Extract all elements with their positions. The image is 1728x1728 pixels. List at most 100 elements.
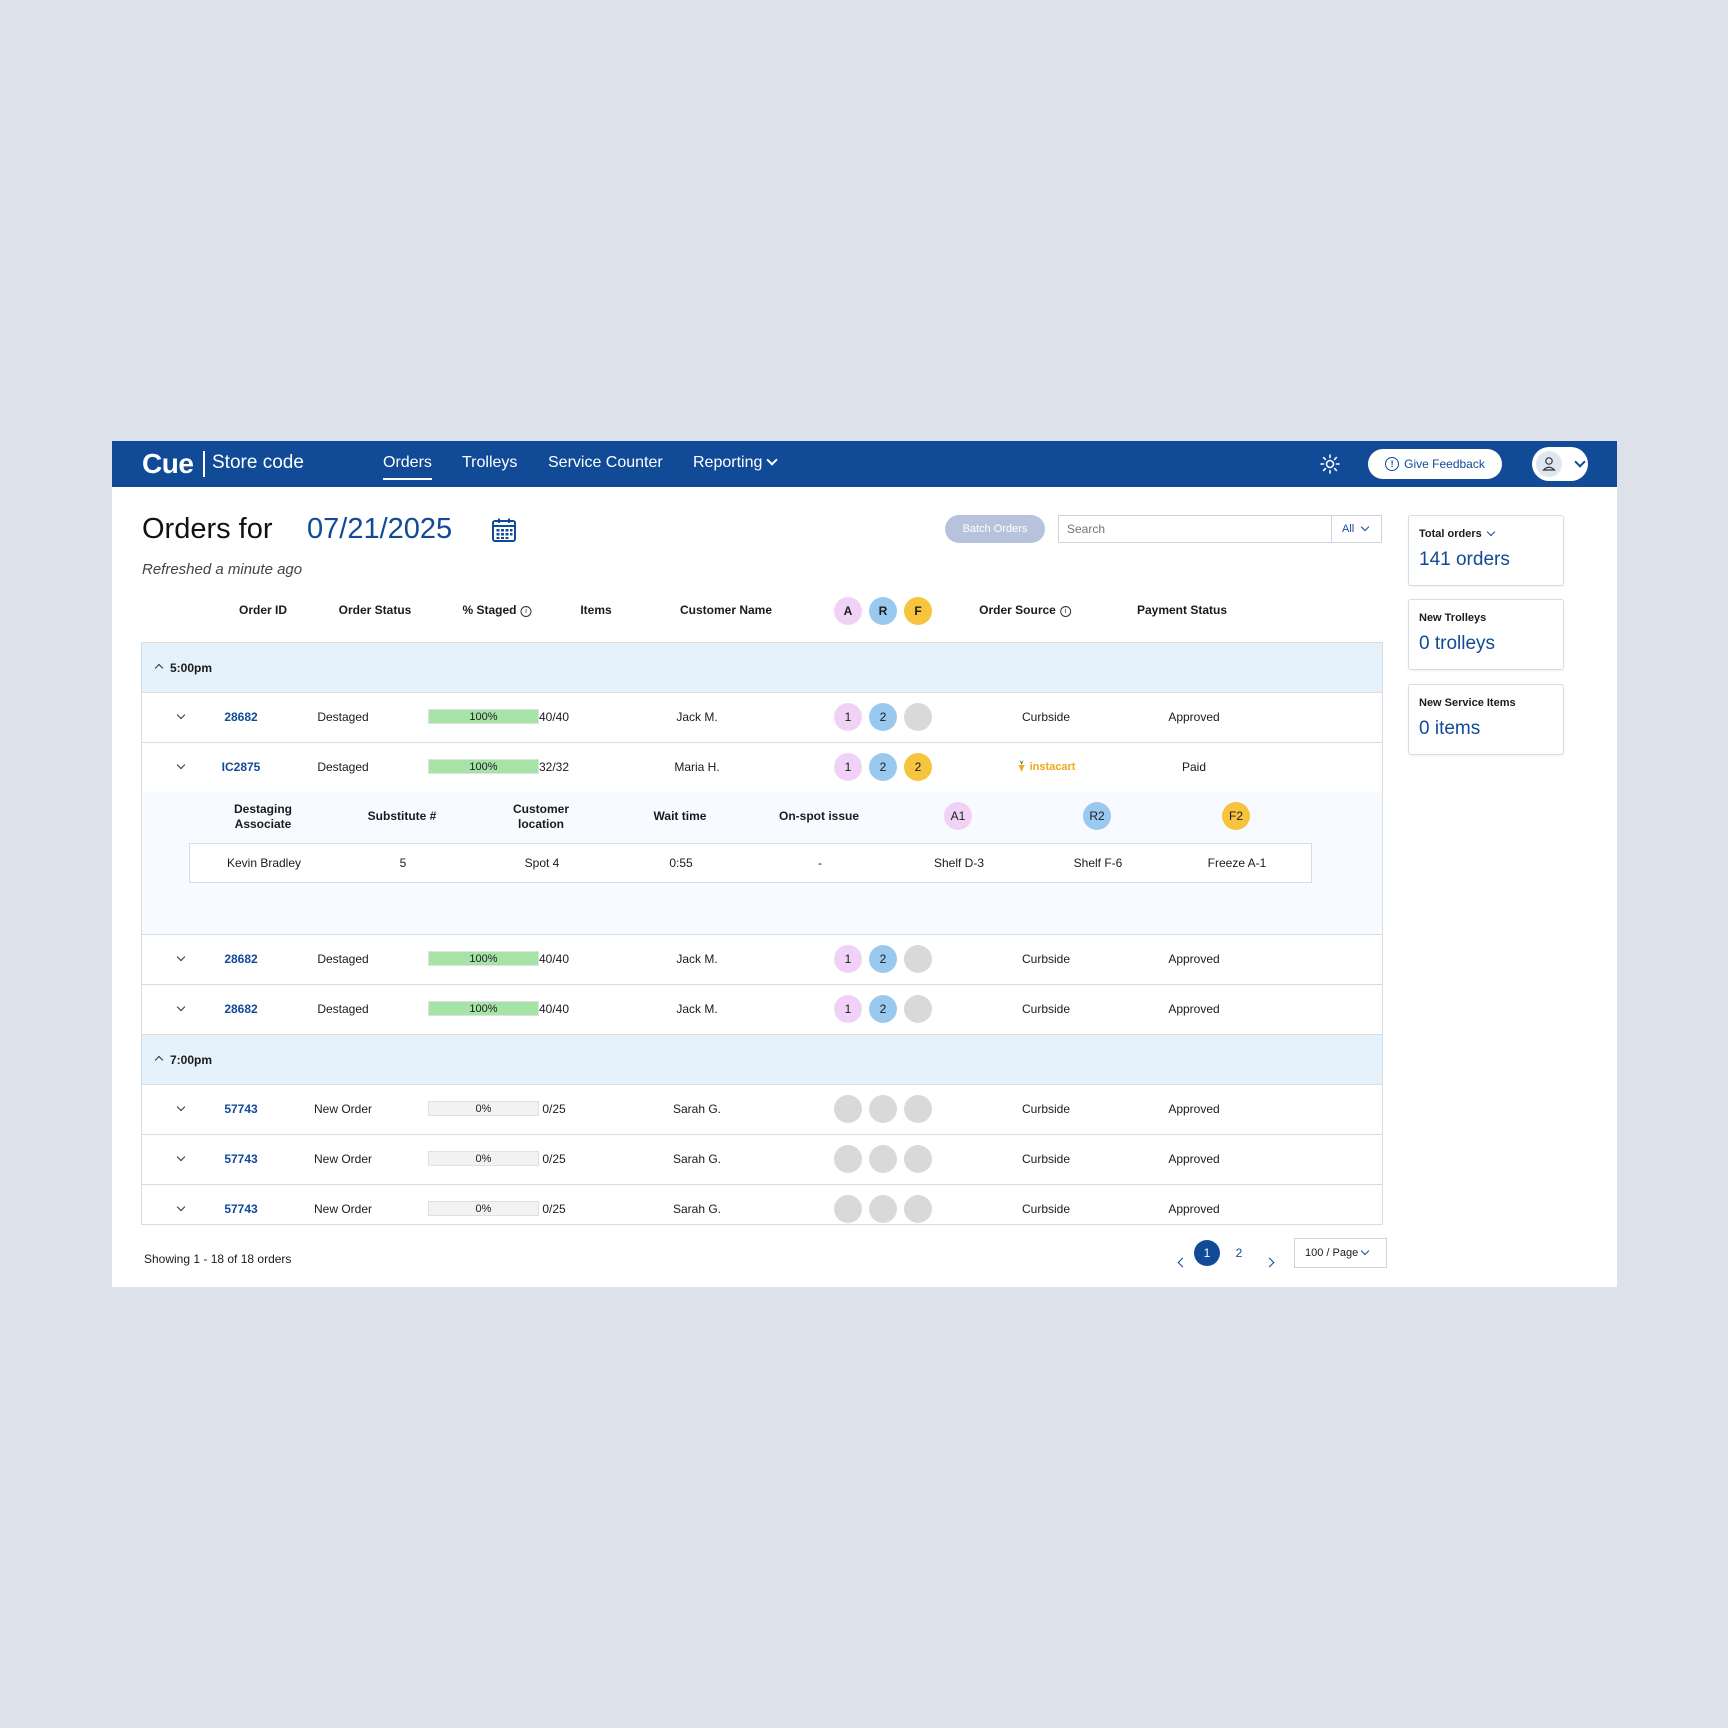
temp-frozen-header: F: [904, 597, 932, 625]
chevron-down-icon: [1486, 527, 1496, 537]
user-menu-button[interactable]: [1532, 447, 1588, 481]
page-size-value: 100 / Page: [1305, 1247, 1359, 1259]
table-row[interactable]: 28682 Destaged 100% 40/40 Jack M. 1 2 Curbside A…: [142, 985, 1382, 1035]
temp-frozen-bag-count: [904, 703, 932, 731]
new-trolleys-value: 0 trolleys: [1419, 633, 1496, 654]
payment-status: Approved: [1168, 952, 1220, 966]
staged-progress-fill: [429, 952, 538, 965]
total-orders-label[interactable]: Total orders: [1419, 527, 1496, 540]
order-id-link[interactable]: 28682: [224, 1002, 258, 1016]
total-orders-value: 141 orders: [1419, 549, 1510, 570]
order-id-link[interactable]: 57743: [224, 1102, 258, 1116]
col-order-status[interactable]: Order Status: [338, 603, 412, 617]
sun-icon[interactable]: [1320, 454, 1340, 474]
items-count: 40/40: [538, 1002, 570, 1016]
items-count: 0/25: [542, 1152, 566, 1166]
order-source: Curbside: [1021, 1152, 1071, 1166]
order-source: Curbside: [1021, 1102, 1071, 1116]
page-1-button[interactable]: 1: [1194, 1240, 1220, 1266]
col-staged[interactable]: % Staged i: [462, 603, 532, 617]
new-trolleys-card[interactable]: New Trolleys 0 trolleys: [1408, 599, 1564, 670]
new-service-items-card[interactable]: New Service Items 0 items: [1408, 684, 1564, 755]
payment-status: Approved: [1168, 1152, 1220, 1166]
col-items[interactable]: Items: [580, 603, 612, 617]
chevron-down-icon[interactable]: [176, 1002, 186, 1012]
order-id-link[interactable]: 28682: [224, 952, 258, 966]
time-group-header[interactable]: 7:00pm: [142, 1035, 1382, 1085]
info-icon[interactable]: i: [520, 606, 532, 617]
info-icon[interactable]: i: [1059, 606, 1071, 617]
nav-trolleys[interactable]: Trolleys: [462, 454, 518, 471]
table-row[interactable]: 28682 Destaged 100% 40/40 Jack M. 1 2 Curbside A…: [142, 693, 1382, 743]
page-size-select[interactable]: 100 / Page: [1294, 1238, 1387, 1268]
col-customer-name[interactable]: Customer Name: [679, 603, 773, 617]
chevron-left-icon[interactable]: [1177, 1257, 1188, 1268]
chevron-down-icon[interactable]: [176, 1152, 186, 1162]
time-group-label: 5:00pm: [170, 661, 213, 675]
table-row[interactable]: 57743 New Order 0% 0/25 Sarah G. Curbside Appr…: [142, 1135, 1382, 1185]
chevron-down-icon[interactable]: [176, 952, 186, 962]
refreshed-status: Refreshed a minute ago: [142, 561, 303, 578]
user-icon: [1536, 451, 1562, 477]
page-2-button[interactable]: 2: [1235, 1246, 1243, 1260]
chevron-down-icon[interactable]: [176, 710, 186, 720]
batch-orders-button[interactable]: Batch Orders: [945, 515, 1045, 543]
order-status: Destaged: [317, 760, 369, 774]
calendar-icon[interactable]: [491, 517, 517, 543]
staged-percent: 0%: [475, 1103, 492, 1115]
col-staged-label: % Staged: [462, 603, 517, 617]
order-id-link[interactable]: 28682: [224, 710, 258, 724]
give-feedback-button[interactable]: ! Give Feedback: [1368, 449, 1502, 479]
table-header: Order ID Order Status % Staged i Items Cu…: [142, 591, 1382, 631]
temp-frozen-bag-count: [904, 995, 932, 1023]
col-payment-status[interactable]: Payment Status: [1136, 603, 1228, 617]
nav-reporting[interactable]: Reporting: [693, 454, 779, 472]
detail-frozen-location: Freeze A-1: [1207, 856, 1267, 870]
logo: Cue: [142, 448, 194, 479]
staged-progress-bar: 100%: [428, 951, 539, 966]
temp-ambient-bag-count: 1: [834, 995, 862, 1023]
table-row[interactable]: IC2875 Destaged 100% 32/32 Maria H. 1 2 2 instac…: [142, 743, 1382, 793]
customer-name: Sarah G.: [672, 1152, 722, 1166]
temp-ambient-bag-count: [834, 1195, 862, 1223]
temp-frozen-bag-count: [904, 1095, 932, 1123]
items-count: 0/25: [542, 1102, 566, 1116]
col-order-source[interactable]: Order Source i: [979, 603, 1071, 617]
chevron-down-icon[interactable]: [176, 1202, 186, 1212]
detail-associate: Kevin Bradley: [226, 856, 302, 870]
staged-progress-bar: 100%: [428, 1001, 539, 1016]
payment-status: Approved: [1168, 710, 1220, 724]
payment-status: Paid: [1181, 760, 1207, 774]
temp-ambient-bag-count: [834, 1095, 862, 1123]
order-status: New Order: [313, 1202, 373, 1216]
chevron-right-icon[interactable]: [1264, 1257, 1275, 1268]
customer-name: Sarah G.: [672, 1202, 722, 1216]
staged-progress-bar: 100%: [428, 759, 539, 774]
payment-status: Approved: [1168, 1202, 1220, 1216]
nav-service-counter[interactable]: Service Counter: [548, 454, 663, 471]
detail-ambient-badge: A1: [944, 802, 972, 830]
table-row[interactable]: 28682 Destaged 100% 40/40 Jack M. 1 2 Curbside A…: [142, 935, 1382, 985]
detail-frozen-badge: F2: [1222, 802, 1250, 830]
new-service-items-value: 0 items: [1419, 718, 1481, 739]
feedback-icon: !: [1385, 457, 1400, 471]
chevron-down-icon: [1360, 522, 1370, 532]
order-id-link[interactable]: 57743: [224, 1152, 258, 1166]
search-input[interactable]: [1058, 515, 1332, 543]
table-row[interactable]: 57743 New Order 0% 0/25 Sarah G. Curbside Appr…: [142, 1085, 1382, 1135]
staged-percent: 100%: [469, 761, 498, 773]
new-trolleys-label: New Trolleys: [1419, 612, 1487, 624]
total-orders-card[interactable]: Total orders 141 orders: [1408, 515, 1564, 586]
order-id-link[interactable]: 57743: [224, 1202, 258, 1216]
col-order-id[interactable]: Order ID: [238, 603, 288, 617]
order-status: New Order: [313, 1102, 373, 1116]
chevron-down-icon[interactable]: [176, 760, 186, 770]
nav-orders[interactable]: Orders: [383, 454, 432, 480]
staged-progress-fill: [429, 1002, 538, 1015]
table-row[interactable]: 57743 New Order 0% 0/25 Sarah G. Curbside Appr…: [142, 1185, 1382, 1224]
order-id-link[interactable]: IC2875: [221, 760, 261, 774]
chevron-down-icon[interactable]: [176, 1102, 186, 1112]
selected-date[interactable]: 07/21/2025: [307, 513, 453, 545]
search-filter-select[interactable]: All: [1331, 515, 1382, 543]
time-group-header[interactable]: 5:00pm: [142, 643, 1382, 693]
